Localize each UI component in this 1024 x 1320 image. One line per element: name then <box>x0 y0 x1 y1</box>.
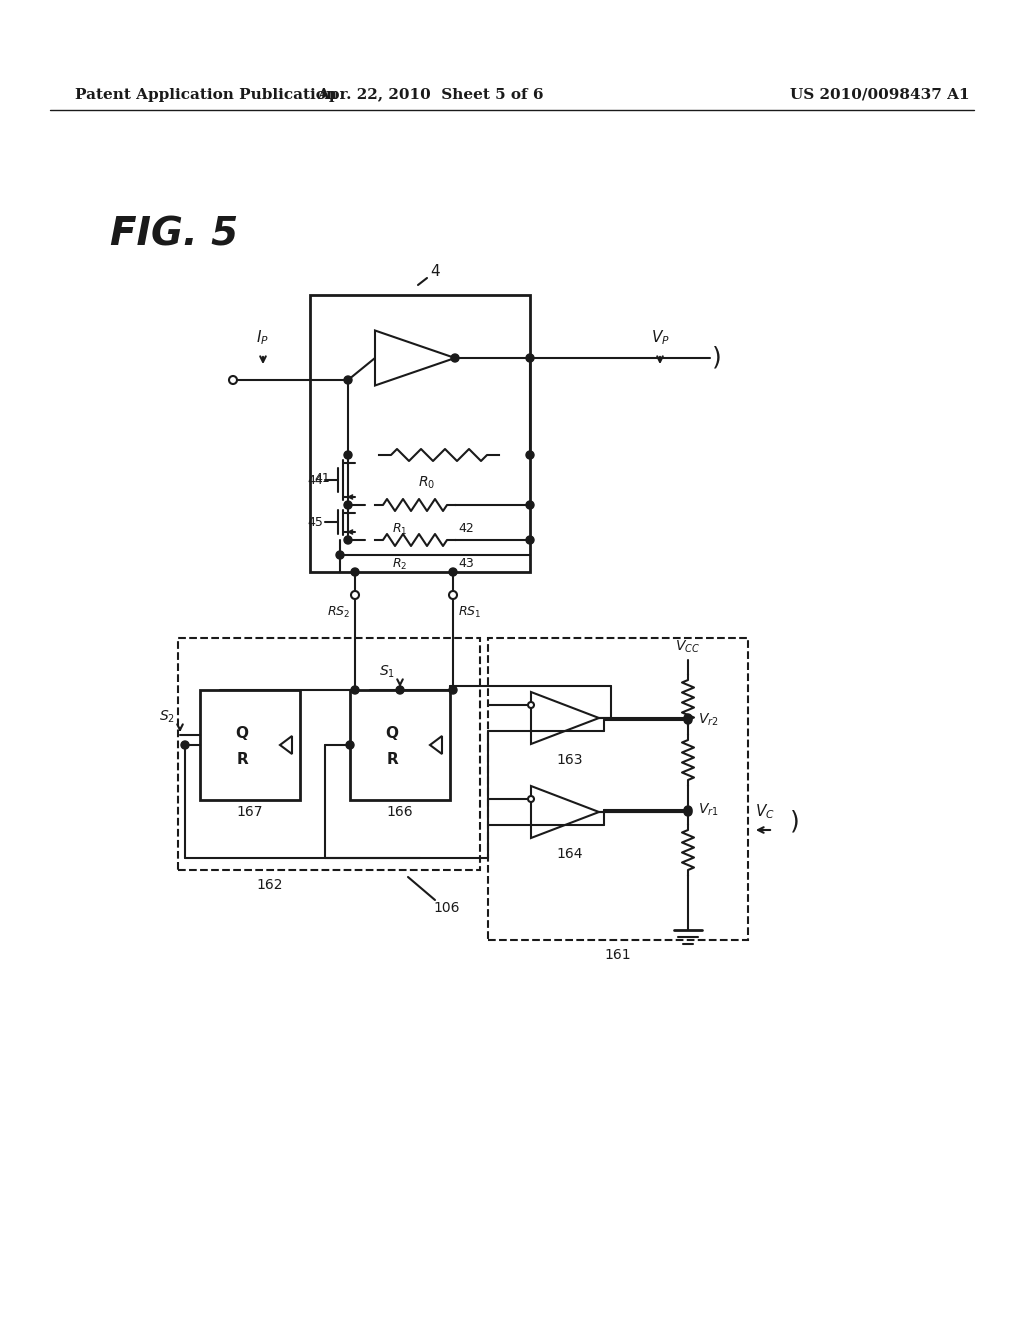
Text: FIG. 5: FIG. 5 <box>110 216 239 253</box>
Bar <box>200 690 300 800</box>
Circle shape <box>344 502 352 510</box>
Text: 45: 45 <box>307 516 323 528</box>
Text: $S_1$: $S_1$ <box>379 664 395 680</box>
Text: Q: Q <box>385 726 398 741</box>
Circle shape <box>344 451 352 459</box>
Text: 44: 44 <box>307 474 323 487</box>
Circle shape <box>526 502 534 510</box>
Text: $R_0$: $R_0$ <box>419 475 435 491</box>
Bar <box>350 690 450 800</box>
Circle shape <box>451 354 459 362</box>
Text: R: R <box>237 751 248 767</box>
Text: 42: 42 <box>458 521 474 535</box>
Bar <box>178 638 480 870</box>
Text: R: R <box>386 751 398 767</box>
Text: $V_{CC}$: $V_{CC}$ <box>676 639 700 655</box>
Text: 4: 4 <box>430 264 440 280</box>
Text: US 2010/0098437 A1: US 2010/0098437 A1 <box>790 88 970 102</box>
Circle shape <box>526 451 534 459</box>
Circle shape <box>526 536 534 544</box>
Text: 166: 166 <box>387 805 414 818</box>
Text: 41: 41 <box>314 471 330 484</box>
Circle shape <box>528 796 534 803</box>
Circle shape <box>449 591 457 599</box>
Text: $V_{r1}$: $V_{r1}$ <box>698 801 719 818</box>
Circle shape <box>526 354 534 362</box>
Text: $R_1$: $R_1$ <box>392 521 408 537</box>
Text: ): ) <box>712 346 722 370</box>
Text: $RS_2$: $RS_2$ <box>327 605 350 619</box>
Text: $S_2$: $S_2$ <box>159 709 175 725</box>
Text: $V_P$: $V_P$ <box>650 329 670 347</box>
Text: Patent Application Publication: Patent Application Publication <box>75 88 337 102</box>
Circle shape <box>336 550 344 558</box>
Circle shape <box>684 714 692 722</box>
Text: $V_{r2}$: $V_{r2}$ <box>698 711 719 729</box>
Circle shape <box>181 741 189 748</box>
Circle shape <box>684 808 692 816</box>
Text: Q: Q <box>236 726 249 741</box>
Circle shape <box>351 568 359 576</box>
Circle shape <box>449 686 457 694</box>
Text: Apr. 22, 2010  Sheet 5 of 6: Apr. 22, 2010 Sheet 5 of 6 <box>316 88 544 102</box>
Text: ): ) <box>790 810 800 834</box>
Text: $R_2$: $R_2$ <box>392 557 408 572</box>
Bar <box>488 638 748 940</box>
Circle shape <box>344 376 352 384</box>
Circle shape <box>528 702 534 708</box>
Text: $V_C$: $V_C$ <box>755 803 775 821</box>
Circle shape <box>351 591 359 599</box>
Text: 164: 164 <box>557 847 584 861</box>
Text: 163: 163 <box>557 752 584 767</box>
Circle shape <box>684 715 692 723</box>
Text: 43: 43 <box>458 557 474 570</box>
Circle shape <box>684 807 692 814</box>
Text: 161: 161 <box>605 948 632 962</box>
Circle shape <box>344 536 352 544</box>
Circle shape <box>229 376 237 384</box>
Text: 162: 162 <box>257 878 284 892</box>
Circle shape <box>396 686 404 694</box>
Text: 167: 167 <box>237 805 263 818</box>
Circle shape <box>351 686 359 694</box>
Text: $I_P$: $I_P$ <box>256 329 268 347</box>
Circle shape <box>449 568 457 576</box>
Text: $RS_1$: $RS_1$ <box>458 605 481 619</box>
Bar <box>310 294 530 572</box>
Text: 106: 106 <box>434 902 460 915</box>
Circle shape <box>346 741 354 748</box>
